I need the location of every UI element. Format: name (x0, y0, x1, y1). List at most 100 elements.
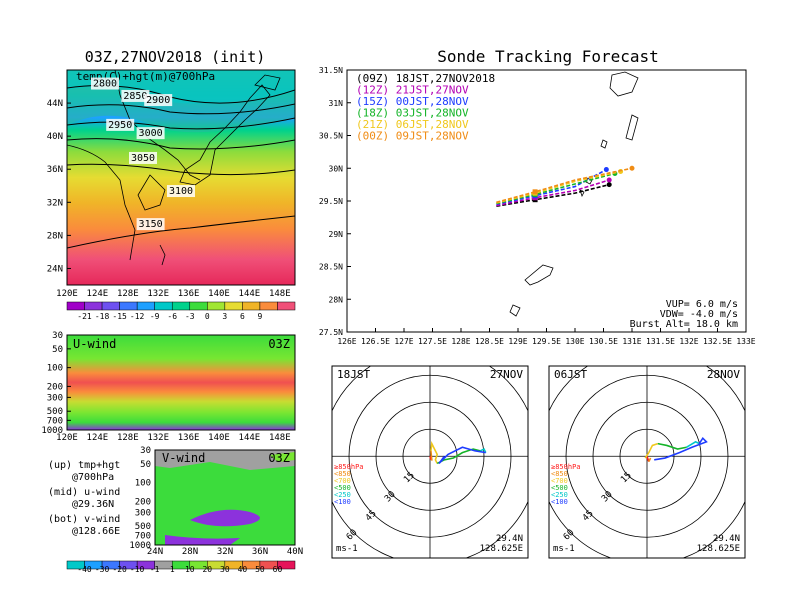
legend-note-head: (up) tmp+hgt (48, 460, 120, 471)
vwind-y-tick: 300 (135, 508, 151, 518)
left-title: 03Z,27NOV2018 (init) (85, 48, 266, 66)
colorbar-label: -15 (112, 312, 127, 321)
contour-label: 2850 (123, 91, 147, 102)
colorbar-label: 9 (258, 312, 263, 321)
hodo-trace (644, 442, 659, 459)
hodo-lon: 128.625E (480, 544, 523, 554)
hodo-unit: ms-1 (553, 544, 575, 554)
colorbar-label: -30 (95, 565, 110, 574)
track-x-tick: 130E (565, 337, 584, 346)
colorbar-cell (207, 301, 226, 311)
track-param: Burst Alt= 18.0 km (630, 319, 738, 330)
right-title: Sonde Tracking Forecast (437, 47, 659, 66)
hodo-trace (686, 440, 700, 448)
colorbar-cell (242, 301, 261, 311)
colorbar-label: 3 (222, 312, 227, 321)
hodo-level-legend: ≥850hPa (551, 463, 581, 471)
hodo-level-legend: ≥850hPa (334, 463, 364, 471)
colorbar-cell (101, 301, 120, 311)
hodo-lon: 128.625E (697, 544, 740, 554)
vwind-x-tick: 40N (287, 547, 303, 557)
panel-legend-notes: (up) tmp+hgt@700hPa (mid) u-wind@29.36N (b… (48, 460, 120, 537)
track-x-tick: 127.5E (418, 337, 447, 346)
colorbar-label: 40 (238, 565, 248, 574)
track-series-line (496, 179, 610, 207)
lon-tick-label: 124E (87, 289, 109, 299)
lat-tick-label: 36N (47, 165, 63, 175)
contour-label: 2800 (93, 79, 117, 90)
hodo-lat: 29.4N (713, 534, 740, 544)
track-x-tick: 129.5E (532, 337, 561, 346)
uwind-x-tick: 128E (117, 433, 139, 443)
colorbar-cell (136, 301, 155, 311)
contour-label: 2900 (146, 95, 170, 106)
lat-tick-label: 40N (47, 132, 63, 142)
contour-label-bg (167, 185, 195, 198)
hodo-date: 28NOV (707, 368, 740, 381)
track-legend-entry: (09Z) 18JST,27NOV2018 (356, 72, 495, 85)
uwind-y-tick: 1000 (41, 426, 63, 436)
colorbar-cell (66, 301, 85, 311)
track-y-ticks: 31.5N 31N 30.5N 30N 29.5N 29N 28.5N 28N 27.5N (319, 66, 351, 337)
track-x-tick: 129E (508, 337, 527, 346)
hodo-trace (430, 450, 433, 461)
vwind-y-tick: 30 (140, 446, 151, 456)
vwind-y-tick: 1000 (129, 541, 151, 551)
hodo-unit: ms-1 (336, 544, 358, 554)
hodo-level-legend: <100 (334, 498, 351, 506)
lat-tick-label: 24N (47, 264, 63, 274)
track-x-tick: 132.5E (703, 337, 732, 346)
colorbar-cell (277, 301, 296, 311)
colorbar-label: -3 (185, 312, 195, 321)
vwind-x-tick: 28N (182, 547, 198, 557)
track-series-line (496, 170, 621, 204)
colorbar-cell (224, 301, 243, 311)
track-param: VDW= -4.0 m/s (660, 309, 738, 320)
hodo-level-legend: <500 (551, 484, 568, 492)
lon-tick-label: 128E (117, 289, 139, 299)
colorbar-cell (189, 301, 208, 311)
colorbar-label: 50 (255, 565, 265, 574)
track-x-tick: 131E (622, 337, 641, 346)
contour-label-bg (136, 127, 165, 140)
uwind-y-tick: 500 (47, 407, 63, 417)
track-mid-marker (532, 189, 538, 195)
uwind-x-tick: 120E (56, 433, 78, 443)
hodo-trace (648, 457, 652, 462)
track-x-tick: 126E (337, 337, 356, 346)
lat-tick-label: 32N (47, 198, 63, 208)
uwind-x-tick: 124E (87, 433, 109, 443)
uwind-x-tick: 144E (239, 433, 261, 443)
uwind-x-tick: 140E (208, 433, 230, 443)
vwind-time: 03Z (268, 451, 290, 465)
contour-label: 3050 (131, 153, 155, 164)
track-legend-entry: (00Z) 09JST,28NOV (356, 130, 469, 143)
hodo-level-legend: <700 (334, 477, 351, 485)
contour-label-bg (106, 118, 135, 131)
track-series (496, 165, 635, 208)
hodo-level-legend: <850 (334, 470, 351, 478)
track-y-tick: 28N (329, 295, 344, 304)
colorbar-label: 1 (170, 565, 175, 574)
track-series-line (496, 183, 610, 208)
track-legend-entry: (12Z) 21JST,27NOV (356, 84, 469, 97)
wind-colorbar: -40 -30 -20 -10 -1 1 10 20 30 40 50 60 (66, 560, 296, 574)
contour-label: 2950 (108, 120, 132, 131)
colorbar-label: -40 (77, 565, 92, 574)
track-burst-point (603, 167, 609, 173)
hodo-trace (430, 440, 439, 464)
track-y-tick: 29.5N (319, 197, 343, 206)
track-y-tick: 28.5N (319, 263, 343, 272)
hodo-trace (657, 442, 687, 450)
contour-label-bg (144, 94, 173, 107)
uwind-x-tick: 148E (269, 433, 291, 443)
vwind-y-tick: 100 (135, 479, 151, 489)
track-y-tick: 30N (329, 164, 344, 173)
hodo-trace (654, 436, 708, 461)
vwind-y-tick: 50 (140, 460, 151, 470)
vwind-x-ticks: 24N 28N 32N 36N 40N (147, 547, 303, 557)
track-burst-point (606, 182, 612, 188)
vwind-x-tick: 36N (252, 547, 268, 557)
